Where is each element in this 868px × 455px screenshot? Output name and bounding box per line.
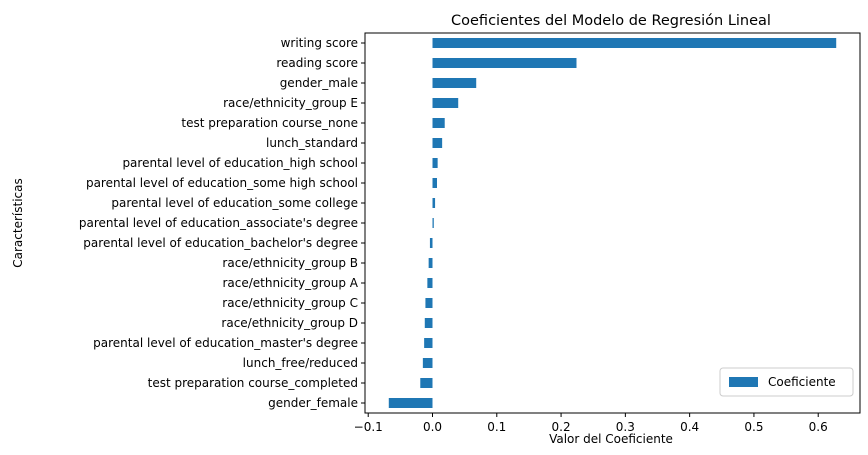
plot-frame	[364, 32, 861, 414]
x-axis-label: Valor del Coeficiente	[549, 432, 673, 446]
y-tick-label: parental level of education_some college	[111, 196, 358, 210]
y-tick-label: race/ethnicity_group B	[222, 256, 358, 270]
legend-swatch	[729, 377, 758, 387]
y-tick-label: race/ethnicity_group E	[223, 96, 358, 110]
bar	[424, 338, 433, 348]
bar	[432, 138, 443, 148]
y-tick-label: parental level of education_some high sc…	[86, 176, 358, 190]
x-tick-label: 0.4	[680, 420, 699, 434]
y-tick-label: parental level of education_bachelor's d…	[83, 236, 358, 250]
bar	[429, 238, 433, 248]
y-tick-label: parental level of education_high school	[122, 156, 358, 170]
x-tick-label: 0.2	[552, 420, 571, 434]
bar	[432, 38, 837, 48]
legend: Coeficiente	[719, 367, 854, 397]
y-tick-label: reading score	[276, 56, 358, 70]
bar	[432, 58, 577, 68]
x-tick-label: 0.5	[744, 420, 763, 434]
x-tick-label: 0.1	[487, 420, 506, 434]
y-tick-labels: writing score reading score gender_malerac…	[79, 36, 365, 410]
bar	[422, 358, 433, 368]
y-tick-label: lunch_free/reduced	[243, 356, 358, 370]
y-tick-label: test preparation course_none	[181, 116, 358, 130]
y-tick-label: writing score	[281, 36, 358, 50]
bar	[420, 378, 433, 388]
y-axis-label: Características	[11, 178, 25, 267]
bar	[427, 278, 433, 288]
x-tick-label: 0.6	[809, 420, 828, 434]
x-ticks: −0.1 0.0 0.1 0.2 0.3 0.4 0.5 0.6	[354, 413, 828, 434]
y-tick-label: race/ethnicity_group C	[222, 296, 358, 310]
legend-label: Coeficiente	[768, 375, 836, 389]
y-tick-label: gender_female	[268, 396, 358, 410]
legend-box	[719, 367, 854, 397]
y-tick-label: parental level of education_associate's …	[79, 216, 358, 230]
y-tick-label: race/ethnicity_group D	[221, 316, 358, 330]
bar	[428, 258, 433, 268]
x-tick-label: −0.1	[354, 420, 383, 434]
x-tick-label: 0.3	[616, 420, 635, 434]
bar	[432, 178, 437, 188]
y-tick-label: race/ethnicity_group A	[222, 276, 358, 290]
bar	[425, 298, 433, 308]
y-tick-label: test preparation course_completed	[148, 376, 358, 390]
x-tick-label: 0.0	[423, 420, 442, 434]
bar	[432, 78, 477, 88]
y-tick-label: lunch_standard	[266, 136, 358, 150]
bar	[388, 398, 433, 408]
bar	[424, 318, 433, 328]
bar	[432, 98, 459, 108]
bars-group	[388, 38, 837, 408]
bar	[432, 218, 434, 228]
y-tick-label: gender_male	[280, 76, 358, 90]
y-tick-label: parental level of education_master's deg…	[93, 336, 358, 350]
bar	[432, 158, 438, 168]
bar	[432, 198, 436, 208]
chart-title: Coeficientes del Modelo de Regresión Lin…	[451, 13, 771, 29]
bar	[432, 118, 445, 128]
